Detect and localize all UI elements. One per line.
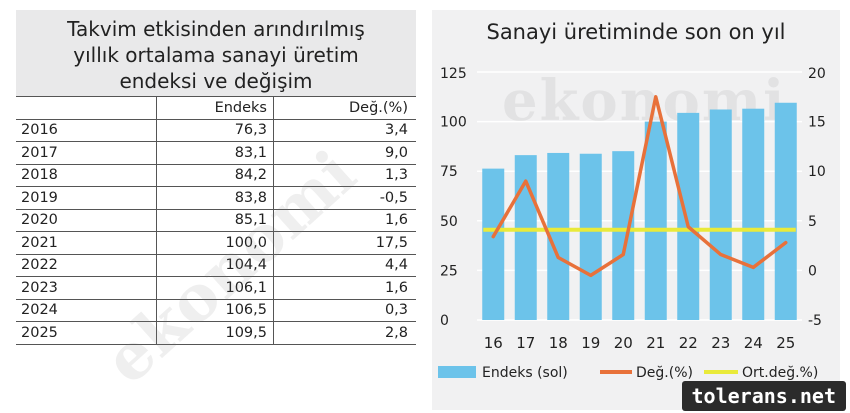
bar <box>742 108 765 320</box>
y-left-tick-label: 100 <box>440 115 467 131</box>
cell-year: 2016 <box>16 119 157 142</box>
cell-year: 2020 <box>16 209 157 232</box>
cell-year: 2025 <box>16 321 157 345</box>
cell-year: 2021 <box>16 231 157 255</box>
cell-year: 2018 <box>16 164 157 187</box>
bar <box>677 112 700 321</box>
bar <box>547 152 570 320</box>
table-title-line-2: yıllık ortalama sanayi üretim <box>73 43 359 67</box>
cell-index: 104,4 <box>156 254 274 277</box>
cell-year: 2017 <box>16 141 157 165</box>
cell-index: 106,5 <box>156 299 274 322</box>
cell-index: 83,1 <box>156 141 274 165</box>
header-year <box>16 96 157 120</box>
cell-index: 106,1 <box>156 276 274 300</box>
cell-change: -0,5 <box>273 186 416 210</box>
change-line <box>491 95 788 278</box>
footer-brand: tolerans.net <box>681 381 846 411</box>
table-row: 2018 84,2 1,3 <box>16 164 416 187</box>
table-header-row: Endeks Değ.(%) <box>16 96 416 120</box>
legend-swatch-endeks <box>438 366 476 378</box>
cell-index: 85,1 <box>156 209 274 232</box>
table-row: 2021 100,0 17,5 <box>16 231 416 255</box>
cell-year: 2019 <box>16 186 157 210</box>
x-tick-label: 17 <box>516 334 535 352</box>
x-tick-label: 16 <box>484 334 503 352</box>
bar <box>709 109 732 321</box>
legend-label-degisim: Değ.(%) <box>636 365 693 381</box>
legend-label-ortalama: Ort.değ.%) <box>742 365 818 381</box>
cell-year: 2022 <box>16 254 157 277</box>
x-tick-label: 20 <box>614 334 633 352</box>
table-row: 2023 106,1 1,6 <box>16 276 416 300</box>
header-change: Değ.(%) <box>273 96 416 120</box>
cell-index: 109,5 <box>156 321 274 345</box>
cell-index: 100,0 <box>156 231 274 255</box>
cell-change: 17,5 <box>273 231 416 255</box>
y-right-tick-label: 10 <box>808 164 826 180</box>
cell-change: 0,3 <box>273 299 416 322</box>
cell-index: 76,3 <box>156 119 274 142</box>
header-index: Endeks <box>156 96 274 120</box>
chart-watermark: ekonomi <box>502 68 787 134</box>
index-table: Endeks Değ.(%) 2016 76,3 3,4 2017 83,1 9… <box>16 96 416 345</box>
y-right-tick-label: 15 <box>808 115 826 131</box>
y-left-tick-label: 50 <box>440 214 458 230</box>
cell-change: 2,8 <box>273 321 416 345</box>
x-tick-label: 18 <box>549 334 568 352</box>
table-title-line-1: Takvim etkisinden arındırılmış <box>67 17 365 41</box>
table-row: 2024 106,5 0,3 <box>16 299 416 322</box>
chart-panel: Sanayi üretiminde son on yıl ekonomi 125… <box>432 10 840 410</box>
cell-change: 1,3 <box>273 164 416 187</box>
x-tick-label: 24 <box>744 334 763 352</box>
bar <box>612 151 635 320</box>
cell-index: 84,2 <box>156 164 274 187</box>
table-row: 2020 85,1 1,6 <box>16 209 416 232</box>
cell-change: 1,6 <box>273 209 416 232</box>
index-table-panel: Takvim etkisinden arındırılmış yıllık or… <box>16 10 416 399</box>
bar <box>644 121 667 320</box>
x-tick-label: 25 <box>776 334 795 352</box>
cell-change: 9,0 <box>273 141 416 165</box>
x-tick-label: 22 <box>679 334 698 352</box>
y-right-tick-label: 0 <box>808 263 817 279</box>
table-row: 2019 83,8 -0,5 <box>16 186 416 210</box>
y-left-tick-label: 125 <box>440 66 467 82</box>
bar <box>482 168 505 320</box>
y-left-tick-label: 0 <box>440 313 449 329</box>
bar <box>579 153 602 320</box>
chart-title: Sanayi üretiminde son on yıl <box>486 20 786 44</box>
table-title-line-3: endeksi ve değişim <box>119 69 313 93</box>
bar <box>774 102 797 320</box>
y-left-tick-label: 75 <box>440 164 458 180</box>
x-tick-label: 19 <box>581 334 600 352</box>
y-right-tick-label: 5 <box>808 214 817 230</box>
y-right-tick-label: -5 <box>808 313 822 329</box>
table-row: 2016 76,3 3,4 <box>16 119 416 142</box>
y-right-tick-label: 20 <box>808 66 826 82</box>
cell-change: 1,6 <box>273 276 416 300</box>
cell-index: 83,8 <box>156 186 274 210</box>
cell-year: 2024 <box>16 299 157 322</box>
table-title: Takvim etkisinden arındırılmış yıllık or… <box>16 10 416 96</box>
x-tick-label: 21 <box>646 334 665 352</box>
table-row: 2022 104,4 4,4 <box>16 254 416 277</box>
table-row: 2025 109,5 2,8 <box>16 321 416 345</box>
table-row: 2017 83,1 9,0 <box>16 141 416 165</box>
y-left-tick-label: 25 <box>440 263 458 279</box>
cell-change: 4,4 <box>273 254 416 277</box>
cell-year: 2023 <box>16 276 157 300</box>
x-tick-label: 23 <box>711 334 730 352</box>
cell-change: 3,4 <box>273 119 416 142</box>
legend-label-endeks: Endeks (sol) <box>482 365 568 381</box>
